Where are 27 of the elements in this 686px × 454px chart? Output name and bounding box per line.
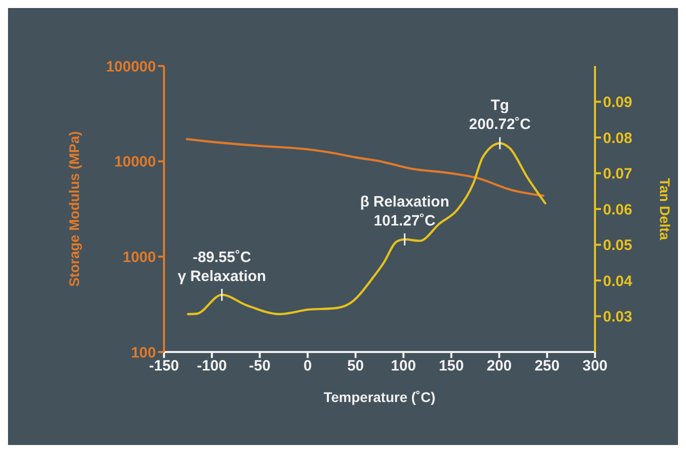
- x-tick-label: -50: [248, 358, 271, 375]
- x-tick-label: -100: [196, 358, 227, 375]
- line-series: [186, 142, 546, 316]
- y-axis-title: Storage Modulus (MPa): [66, 131, 82, 287]
- x-axis-title: Temperature (˚C): [324, 389, 436, 405]
- x-tick-label: 50: [347, 358, 364, 375]
- annotation: -89.55˚C γ Relaxation: [178, 248, 266, 285]
- x-tick-label: 250: [534, 358, 560, 375]
- x-tick-label: 0: [303, 358, 312, 375]
- y2-tick-label: 0.03: [603, 308, 632, 326]
- y-tick-label: 10000: [114, 154, 156, 171]
- x-tick-label: 200: [486, 358, 512, 375]
- y2-tick-label: 0.05: [603, 237, 632, 254]
- y2-axis-title: Tan Delta: [657, 178, 674, 240]
- annotation: Tg 200.72˚C: [469, 97, 531, 134]
- y2-tick-label: 0.09: [603, 94, 632, 112]
- x-tick-label: 100: [390, 358, 416, 375]
- y2-tick-label: 0.06: [603, 201, 632, 218]
- y2-tick-label: 0.07: [603, 166, 632, 183]
- annotation: β Relaxation 101.27˚C: [360, 193, 450, 230]
- x-tick-label: 300: [582, 358, 608, 375]
- y2-tick-label: 0.04: [603, 272, 633, 290]
- x-tick-label: 150: [438, 358, 464, 375]
- y2-tick-label: 0.08: [603, 130, 632, 147]
- y-tick-label: 100000: [106, 58, 156, 76]
- line-series: [186, 138, 544, 197]
- y-tick-label: 1000: [122, 248, 156, 266]
